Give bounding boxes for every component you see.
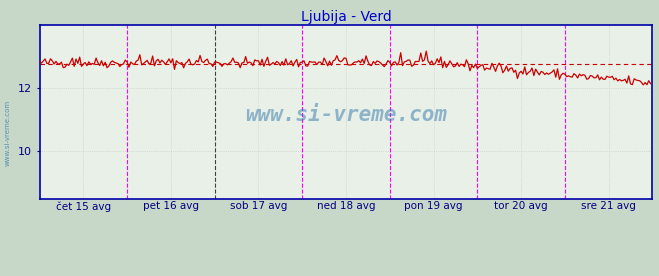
Title: Ljubija - Verd: Ljubija - Verd: [301, 10, 391, 24]
Text: www.si-vreme.com: www.si-vreme.com: [5, 99, 11, 166]
Text: www.si-vreme.com: www.si-vreme.com: [245, 105, 447, 125]
